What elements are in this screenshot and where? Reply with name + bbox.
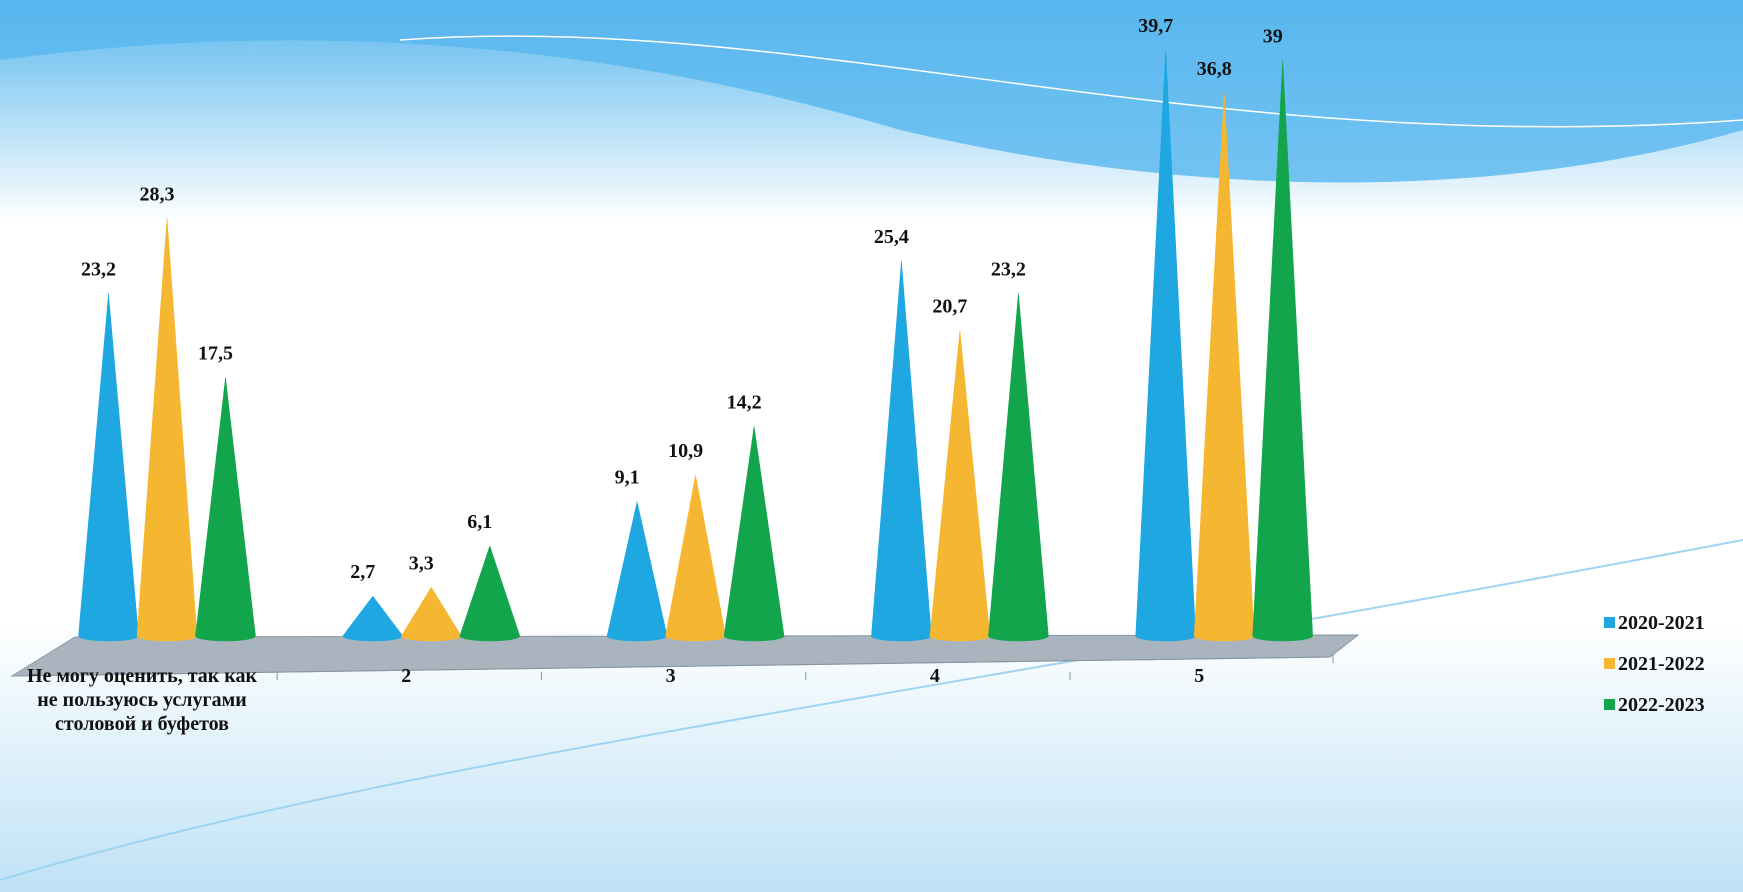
value-label: 39 [1263, 25, 1283, 47]
cone-shade [137, 218, 197, 641]
value-label: 25,4 [874, 226, 909, 248]
value-label: 2,7 [350, 561, 375, 583]
value-label: 14,2 [727, 391, 762, 413]
legend-label: 2022-2023 [1618, 694, 1705, 716]
background-wave [0, 0, 1743, 183]
cone-shade [607, 501, 668, 642]
cone-shade [1194, 92, 1255, 642]
x-tick-label: 5 [1194, 665, 1205, 687]
value-label: 6,1 [467, 511, 492, 533]
legend-swatch [1604, 658, 1615, 669]
x-axis [11, 656, 1331, 677]
cone-shade [1135, 50, 1196, 642]
x-tick-label: 3 [665, 665, 676, 687]
cone-shade [1252, 60, 1313, 642]
value-label: 20,7 [932, 295, 967, 317]
background-line [399, 35, 1743, 128]
legend-swatch [1604, 617, 1615, 628]
cone-shade [724, 426, 785, 642]
legend-label: 2020-2021 [1618, 612, 1705, 634]
cone-shade [665, 475, 726, 642]
value-label: 23,2 [81, 259, 116, 281]
cone-shade [78, 293, 139, 642]
value-label: 28,3 [140, 183, 175, 205]
legend-swatch [1604, 699, 1615, 710]
cone-shade [401, 587, 462, 642]
cone-shade [929, 330, 990, 642]
cone-shade [988, 293, 1049, 642]
value-label: 10,9 [668, 440, 703, 462]
cone-shade [459, 545, 520, 642]
cone-shade [342, 596, 403, 642]
cone-shade [871, 261, 932, 642]
background-line [0, 539, 1743, 881]
value-label: 39,7 [1138, 15, 1173, 37]
value-label: 3,3 [409, 552, 434, 574]
value-label: 17,5 [198, 343, 233, 365]
value-label: 23,2 [991, 259, 1026, 281]
x-tick-label: 2 [401, 665, 412, 687]
x-tick-label: Не могу оценить, так как не пользуюсь ус… [26, 665, 258, 735]
x-tick-label: 4 [929, 665, 940, 687]
cone-shade [195, 377, 256, 642]
value-label: 36,8 [1197, 58, 1232, 80]
value-label: 9,1 [615, 467, 640, 489]
legend-label: 2021-2022 [1618, 653, 1705, 675]
